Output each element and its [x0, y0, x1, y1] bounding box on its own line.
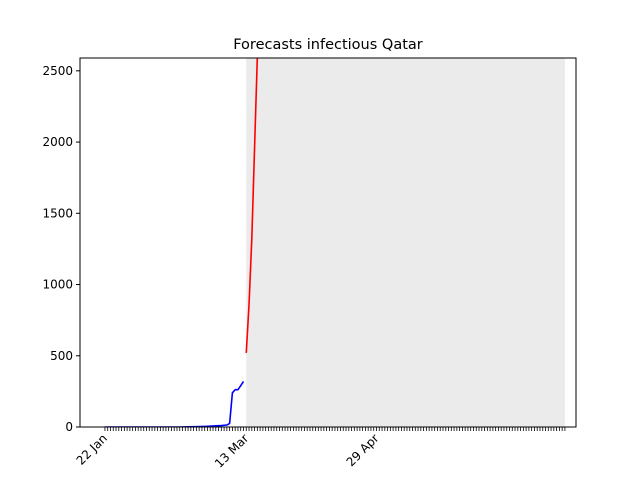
forecast-region	[246, 58, 565, 427]
y-tick-label: 1500	[42, 206, 73, 220]
y-tick-label: 2500	[42, 64, 73, 78]
chart-title: Forecasts infectious Qatar	[233, 37, 423, 53]
plot-frame	[79, 57, 577, 428]
y-tick-label: 2000	[42, 135, 73, 149]
y-tick-label: 0	[65, 420, 73, 434]
y-tick-label: 1000	[42, 278, 73, 292]
forecast-line	[245, 58, 259, 353]
y-tick-label: 500	[50, 349, 73, 363]
